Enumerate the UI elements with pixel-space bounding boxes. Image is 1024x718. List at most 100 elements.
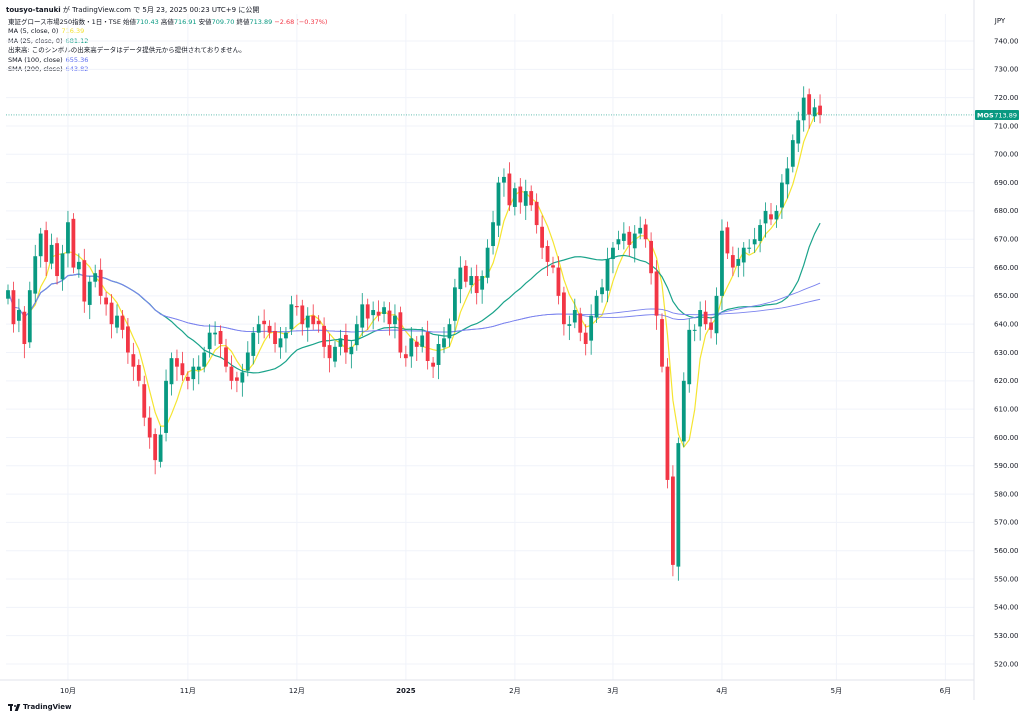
candle-body[interactable] <box>240 372 244 382</box>
candle-body[interactable] <box>785 168 789 184</box>
candle-body[interactable] <box>742 248 746 263</box>
candle-body[interactable] <box>306 316 310 328</box>
candle-body[interactable] <box>475 276 479 293</box>
candle-body[interactable] <box>404 354 408 358</box>
candle-body[interactable] <box>219 331 223 344</box>
tradingview-logo[interactable]: TradingView <box>8 703 72 711</box>
candle-body[interactable] <box>268 326 272 333</box>
candle-body[interactable] <box>458 268 462 290</box>
candle-body[interactable] <box>666 367 670 480</box>
candle-body[interactable] <box>121 316 125 330</box>
candle-body[interactable] <box>780 183 784 208</box>
candle-body[interactable] <box>420 336 424 347</box>
currency-label[interactable]: JPY <box>994 17 1006 25</box>
candle-body[interactable] <box>213 333 217 335</box>
candle-body[interactable] <box>300 305 304 324</box>
candle-body[interactable] <box>257 324 261 332</box>
candle-body[interactable] <box>295 306 299 307</box>
candle-body[interactable] <box>540 227 544 248</box>
candle-body[interactable] <box>426 332 430 361</box>
candle-body[interactable] <box>72 219 76 268</box>
candle-body[interactable] <box>589 316 593 341</box>
candle-body[interactable] <box>726 227 730 253</box>
candle-body[interactable] <box>126 326 130 352</box>
candle-body[interactable] <box>584 333 588 344</box>
candle-body[interactable] <box>142 384 146 417</box>
candle-body[interactable] <box>704 312 708 324</box>
candle-body[interactable] <box>175 358 179 366</box>
candle-body[interactable] <box>409 338 413 356</box>
candle-body[interactable] <box>349 347 353 354</box>
candle-body[interactable] <box>12 290 16 324</box>
candle-body[interactable] <box>731 255 735 267</box>
candle-body[interactable] <box>633 234 637 249</box>
candle-body[interactable] <box>197 367 201 370</box>
candle-body[interactable] <box>17 310 21 321</box>
candle-body[interactable] <box>170 358 174 384</box>
candle-body[interactable] <box>693 330 697 331</box>
candle-body[interactable] <box>617 239 621 244</box>
candle-body[interactable] <box>82 260 86 301</box>
candle-body[interactable] <box>77 262 81 269</box>
candle-body[interactable] <box>317 321 321 324</box>
candle-body[interactable] <box>753 239 757 244</box>
candle-body[interactable] <box>164 381 168 433</box>
candle-body[interactable] <box>508 174 512 206</box>
candle-body[interactable] <box>764 211 768 223</box>
candle-body[interactable] <box>551 265 555 267</box>
candle-body[interactable] <box>328 345 332 358</box>
candle-body[interactable] <box>371 310 375 315</box>
candle-body[interactable] <box>322 326 326 347</box>
candle-body[interactable] <box>469 276 473 285</box>
candle-body[interactable] <box>557 268 561 296</box>
candle-body[interactable] <box>813 107 817 116</box>
candle-body[interactable] <box>235 377 239 380</box>
candle-body[interactable] <box>88 282 92 305</box>
candle-body[interactable] <box>50 245 54 264</box>
candle-body[interactable] <box>393 316 397 324</box>
candle-body[interactable] <box>736 259 740 266</box>
candle-body[interactable] <box>279 338 283 347</box>
candle-body[interactable] <box>655 272 659 316</box>
candle-body[interactable] <box>399 312 403 352</box>
candle-body[interactable] <box>720 231 724 296</box>
candle-body[interactable] <box>796 120 800 143</box>
candle-body[interactable] <box>600 287 604 294</box>
candle-body[interactable] <box>807 94 811 114</box>
candle-body[interactable] <box>627 232 631 245</box>
candle-body[interactable] <box>567 324 571 326</box>
candle-body[interactable] <box>747 248 751 249</box>
candle-body[interactable] <box>202 353 206 367</box>
candle-body[interactable] <box>44 230 48 262</box>
candle-body[interactable] <box>448 324 452 338</box>
candle-body[interactable] <box>671 477 675 565</box>
candle-body[interactable] <box>578 313 582 332</box>
candle-body[interactable] <box>546 246 550 262</box>
candle-body[interactable] <box>644 225 648 240</box>
candle-body[interactable] <box>22 312 26 344</box>
candle-body[interactable] <box>660 319 664 367</box>
candle-body[interactable] <box>153 434 157 460</box>
candle-body[interactable] <box>360 304 364 327</box>
candle-body[interactable] <box>431 363 435 367</box>
candle-body[interactable] <box>251 333 255 356</box>
candle-body[interactable] <box>115 316 119 328</box>
candle-body[interactable] <box>186 377 190 381</box>
candle-body[interactable] <box>595 296 599 318</box>
candle-body[interactable] <box>562 292 566 324</box>
candle-body[interactable] <box>6 290 10 298</box>
candle-body[interactable] <box>377 312 381 316</box>
candle-body[interactable] <box>262 321 266 324</box>
candle-body[interactable] <box>791 140 795 167</box>
candle-body[interactable] <box>284 333 288 339</box>
candle-body[interactable] <box>524 191 528 206</box>
candle-body[interactable] <box>769 214 773 219</box>
candle-body[interactable] <box>715 296 719 333</box>
candle-body[interactable] <box>230 367 234 381</box>
candle-body[interactable] <box>39 234 43 257</box>
candle-body[interactable] <box>415 342 419 347</box>
candle-body[interactable] <box>442 338 446 347</box>
candle-body[interactable] <box>682 381 686 442</box>
candle-body[interactable] <box>775 211 779 219</box>
candle-body[interactable] <box>191 367 195 379</box>
